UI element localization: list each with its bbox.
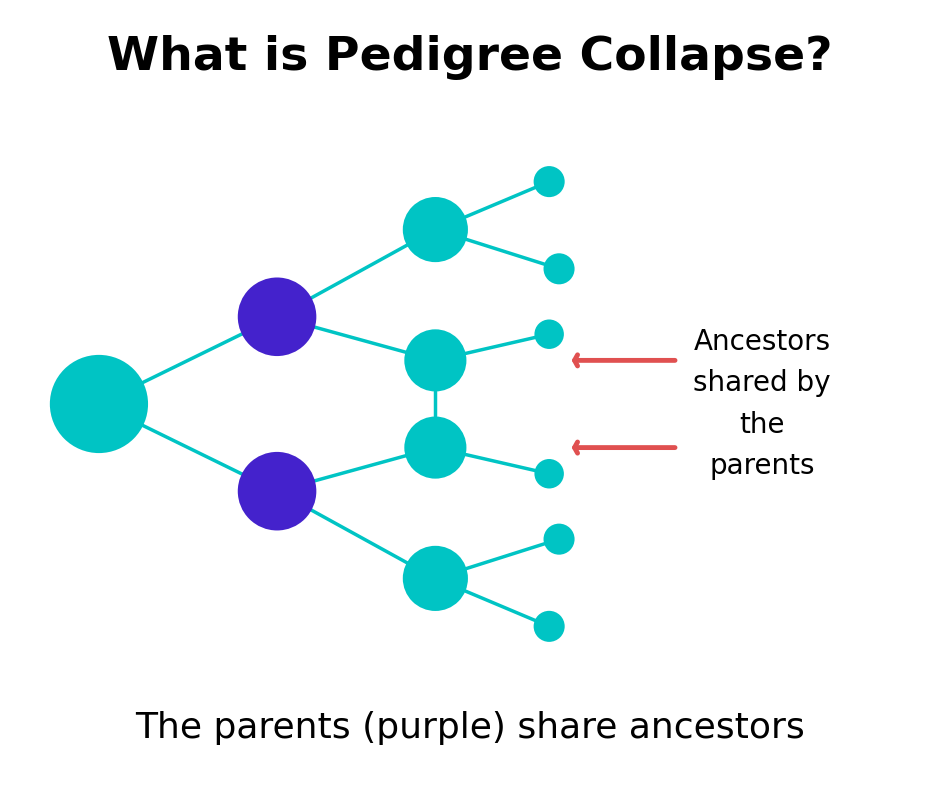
Point <box>552 533 567 545</box>
Point <box>428 441 443 454</box>
Point <box>541 328 556 340</box>
Text: The parents (purple) share ancestors: The parents (purple) share ancestors <box>135 711 805 745</box>
Point <box>270 310 285 323</box>
Point <box>541 175 556 188</box>
Point <box>428 223 443 236</box>
Text: What is Pedigree Collapse?: What is Pedigree Collapse? <box>107 35 833 80</box>
Point <box>428 572 443 585</box>
Point <box>270 485 285 497</box>
Point <box>541 620 556 633</box>
Text: Ancestors
shared by
the
parents: Ancestors shared by the parents <box>693 328 831 480</box>
Point <box>541 467 556 480</box>
Point <box>552 262 567 275</box>
Point <box>91 398 106 411</box>
Point <box>428 354 443 366</box>
